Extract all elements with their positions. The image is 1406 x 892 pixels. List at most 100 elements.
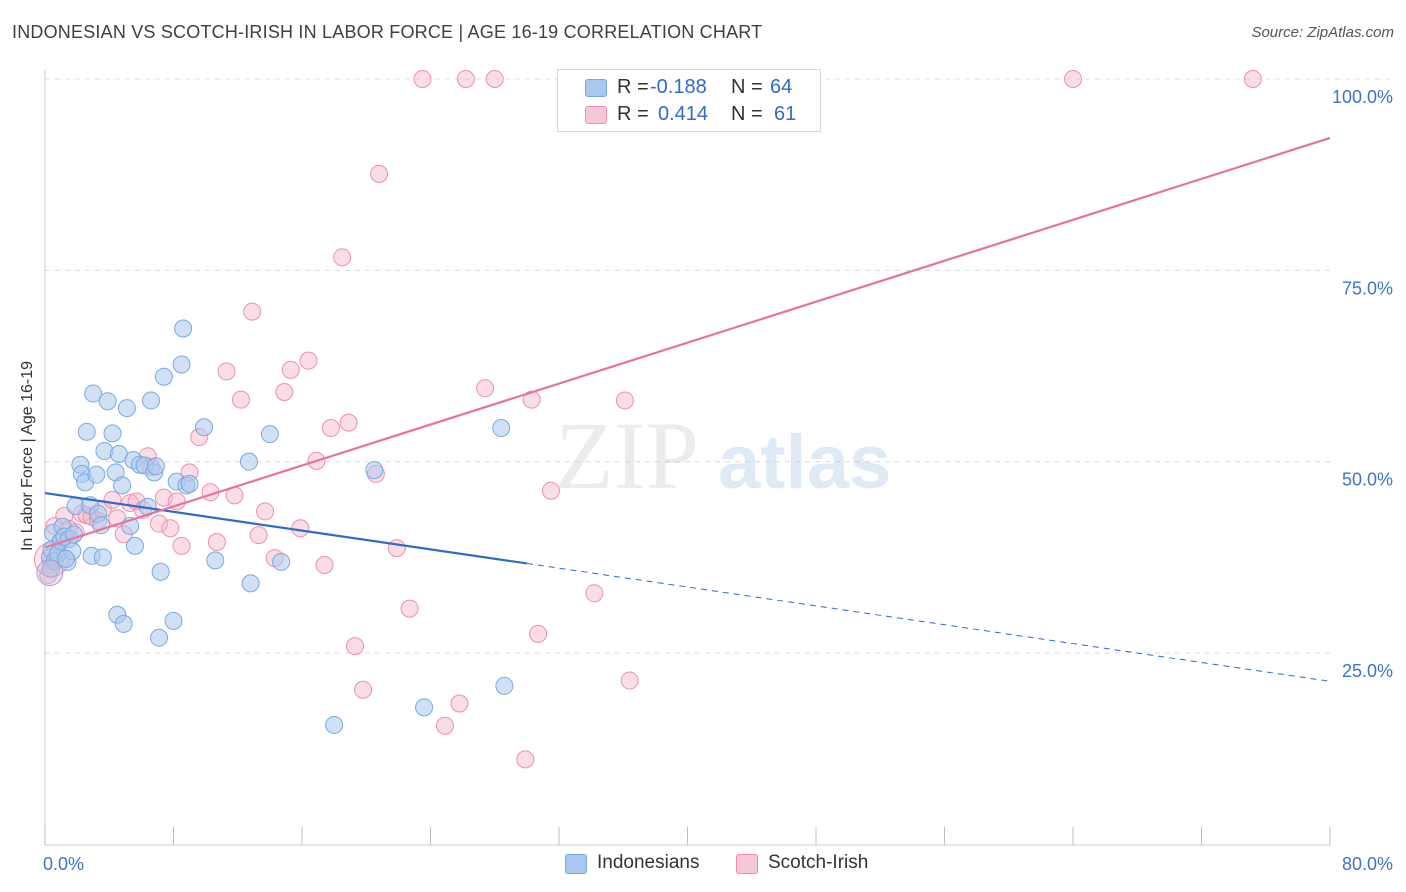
- scotch-irish-point: [281, 360, 300, 379]
- scotch-irish-point: [354, 680, 373, 699]
- scotch-irish-point: [172, 536, 191, 555]
- indonesians-point: [98, 392, 117, 411]
- scotch-irish-point: [456, 70, 475, 88]
- scotch-irish-point: [275, 383, 294, 402]
- indonesians-point: [87, 465, 106, 484]
- scotch-irish-point: [450, 694, 469, 713]
- indonesians-point: [174, 319, 193, 338]
- legend-swatch-scotch-irish: [585, 106, 607, 124]
- indonesians-point: [164, 611, 183, 630]
- indonesians-point: [150, 628, 169, 647]
- trend-lines: [44, 136, 1331, 682]
- watermark-zip: ZIP: [555, 402, 699, 509]
- legend-n-label: N =: [731, 76, 763, 98]
- legend-r-label: R =: [617, 76, 649, 98]
- watermark: ZIP atlas: [555, 402, 891, 509]
- scotch-irish-point: [217, 362, 236, 381]
- scotch-irish-point: [243, 302, 262, 321]
- indonesians-point: [93, 548, 112, 567]
- scotch-irish-point: [315, 555, 334, 574]
- indonesians-point-large: [36, 559, 64, 587]
- indonesians-point: [114, 614, 133, 633]
- bottom-legend-label-indonesians: Indonesians: [597, 852, 700, 873]
- scotch-irish-point: [1064, 70, 1082, 88]
- scotch-irish-point: [620, 671, 639, 690]
- indonesians-point: [495, 676, 514, 695]
- bottom-legend-swatch-indonesians: [565, 854, 587, 874]
- scotch-irish-point: [150, 514, 169, 533]
- indonesians-point: [56, 549, 75, 568]
- scotch-irish-point: [321, 418, 340, 437]
- indonesians-point: [325, 715, 344, 734]
- indonesians-point: [195, 418, 214, 437]
- scotch-irish-point: [1243, 70, 1262, 88]
- y-tick-label: 100.0%: [1332, 87, 1393, 107]
- indonesians-point: [272, 552, 291, 571]
- indonesians-point: [125, 536, 144, 555]
- scotch-irish-point: [333, 248, 352, 267]
- grid-lines: [45, 78, 1392, 654]
- indonesians-point: [241, 574, 260, 593]
- scotch-irish-point: [485, 70, 504, 88]
- scotch-irish-point: [516, 750, 535, 769]
- indonesians-point: [415, 698, 434, 717]
- scotch-irish-point: [413, 70, 432, 88]
- bottom-legend-swatch-scotch-irish: [736, 854, 758, 874]
- scotch-irish-point: [387, 539, 406, 558]
- indonesians-point: [142, 391, 161, 410]
- indonesians-point: [239, 452, 258, 471]
- legend-r-value-indonesians: -0.188: [650, 76, 707, 98]
- legend-r-label: R =: [617, 103, 649, 125]
- legend-row-indonesians: R = -0.188 N = 64: [558, 74, 818, 100]
- indonesians-point: [260, 425, 279, 444]
- legend-n-value-scotch-irish: 61: [774, 103, 797, 125]
- axes: [44, 70, 1331, 846]
- legend-swatch-indonesians: [585, 79, 607, 97]
- legend-row-scotch-irish: R = 0.414 N = 61: [558, 101, 818, 127]
- indonesians-point: [154, 367, 173, 386]
- indonesians-point: [146, 457, 165, 476]
- scotch-irish-point: [161, 519, 180, 538]
- indonesians-point: [206, 551, 225, 570]
- chart-title: INDONESIAN VS SCOTCH-IRISH IN LABOR FORC…: [12, 22, 763, 42]
- scotch-irish-point: [103, 490, 122, 509]
- scotch-irish-point: [231, 390, 250, 409]
- indonesians-trend-line: [44, 491, 528, 565]
- y-tick-label: 25.0%: [1342, 661, 1393, 681]
- indonesians-point: [492, 418, 511, 437]
- indonesians-point: [84, 384, 103, 403]
- scotch-irish-point: [529, 624, 548, 643]
- scotch-irish-point: [370, 164, 389, 183]
- scotch-irish-point: [476, 379, 495, 398]
- x-tick-label-max: 80.0%: [1342, 854, 1393, 874]
- indonesians-point: [180, 474, 199, 493]
- scotch-irish-point: [615, 391, 634, 410]
- scotch-irish-point: [299, 351, 318, 370]
- y-axis-label: In Labor Force | Age 16-19: [19, 361, 36, 551]
- scotch-irish-point: [400, 599, 419, 618]
- scotch-irish-point: [291, 519, 310, 538]
- indonesians-point: [117, 399, 136, 418]
- legend-n-value-indonesians: 64: [770, 76, 793, 98]
- indonesians-point: [365, 461, 384, 480]
- indonesians-point: [151, 562, 170, 581]
- scotch-irish-point: [207, 533, 226, 552]
- bottom-legend-scotch-irish: Scotch-Irish: [736, 851, 896, 877]
- indonesians-point: [77, 422, 96, 441]
- legend-box: R = -0.188 N = 64 R = 0.414 N = 61: [557, 69, 821, 132]
- y-tick-label: 75.0%: [1342, 278, 1393, 298]
- scotch-irish-point: [339, 413, 358, 432]
- scotch-irish-point: [249, 526, 268, 545]
- watermark-atlas: atlas: [718, 420, 891, 505]
- scotch-irish-point: [435, 716, 454, 735]
- scotch-irish-trend-line: [44, 136, 1331, 549]
- axis-labels: 25.0% 50.0% 75.0% 100.0% 0.0% 80.0%: [43, 87, 1393, 874]
- indonesians-point: [41, 559, 60, 578]
- indonesians-point: [92, 516, 111, 535]
- indonesians-point: [103, 424, 122, 443]
- legend-r-value-scotch-irish: 0.414: [658, 103, 709, 125]
- scotch-irish-point: [585, 584, 604, 603]
- scotch-irish-point: [541, 481, 560, 500]
- y-tick-label: 50.0%: [1342, 470, 1393, 490]
